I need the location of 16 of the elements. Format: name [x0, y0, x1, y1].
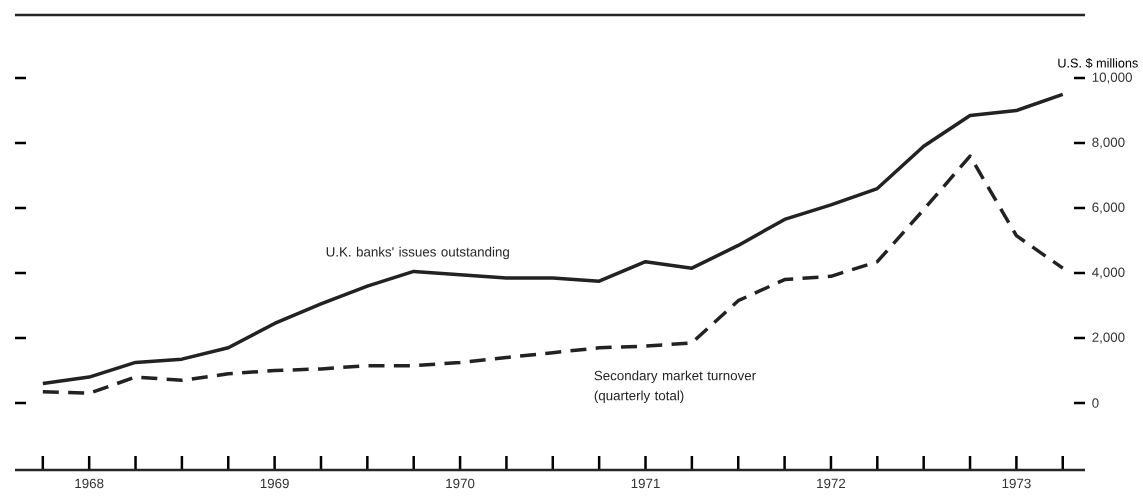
y-tick-label: 2,000	[1092, 332, 1125, 344]
line-series	[41, 92, 1065, 386]
x-tick-label: 1969	[260, 478, 289, 489]
y-tick-label: 10,000	[1092, 72, 1132, 84]
y-tick-label: 0	[1092, 398, 1099, 408]
x-tick-label: 1968	[75, 478, 104, 489]
y-tick-label: 6,000	[1092, 202, 1125, 214]
series-label: Secondary market turnover (quarterly total)	[594, 370, 756, 403]
y-tick-label: 8,000	[1092, 137, 1125, 149]
x-tick-label: 1971	[631, 478, 660, 489]
x-tick-label: 1970	[446, 478, 475, 489]
x-tick-label: 1973	[1002, 478, 1031, 489]
series-label: U.K. banks' issues outstanding	[326, 246, 509, 260]
y-tick-label: 4,000	[1092, 267, 1125, 279]
x-tick-label: 1972	[817, 478, 846, 489]
y-axis-title: U.S. $ millions	[1058, 58, 1138, 69]
